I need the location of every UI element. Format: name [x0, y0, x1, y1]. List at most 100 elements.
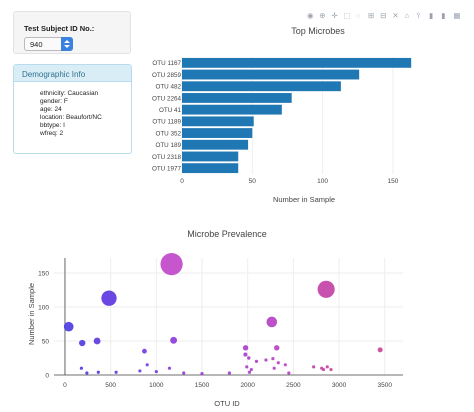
bubble-point[interactable] [242, 345, 249, 351]
reset-axes-icon[interactable]: ⌂ [404, 11, 410, 20]
bar-category-label: OTU 2318 [152, 154, 182, 161]
subject-selector-panel: Test Subject ID No.: 940 [13, 11, 131, 54]
bubble-xtick-label: 2500 [286, 382, 301, 389]
bubble-point[interactable] [142, 348, 147, 354]
bar[interactable] [182, 104, 282, 115]
hover-compare-icon[interactable]: ▮ [441, 11, 446, 20]
bar-category-label: OTU 189 [155, 142, 181, 149]
plotly-logo-icon[interactable]: ▦ [453, 11, 461, 20]
bubble-point[interactable] [243, 352, 248, 357]
bar-xtick-label: 150 [387, 178, 398, 185]
autoscale-icon[interactable]: ✕ [392, 11, 399, 20]
lasso-icon[interactable]: ◌ [355, 11, 361, 20]
bubble-point[interactable] [377, 347, 383, 353]
bubble-point[interactable] [200, 372, 204, 376]
bubble-point[interactable] [266, 316, 278, 328]
bar[interactable] [182, 69, 360, 80]
bar-xtick-label: 50 [249, 178, 257, 185]
subject-id-select[interactable]: 940 [24, 37, 73, 51]
bar-chart-xlabel: Number in Sample [273, 195, 335, 204]
bubble-point[interactable] [182, 371, 186, 375]
bubble-ytick-label: 150 [38, 270, 49, 277]
bubble-point[interactable] [249, 367, 253, 372]
microbe-prevalence-chart: Microbe Prevalence 0 500 1000 1500 2000 2500 3… [27, 229, 403, 408]
box-select-icon[interactable]: ⬚ [343, 11, 351, 20]
bubble-point[interactable] [283, 363, 287, 367]
zoom-icon[interactable]: ⊕ [319, 11, 326, 20]
bar[interactable] [182, 128, 253, 138]
bubble-point[interactable] [63, 321, 74, 332]
bubble-xtick-label: 0 [63, 382, 67, 389]
bubble-point[interactable] [317, 280, 335, 298]
bubble-xtick-label: 3000 [332, 382, 347, 389]
bar-category-label: OTU 1977 [152, 165, 182, 172]
bubble-point[interactable] [170, 336, 178, 344]
bar-category-label: OTU 1189 [152, 119, 181, 126]
zoom-in-icon[interactable]: ⊞ [368, 11, 375, 20]
plus-icon[interactable]: ✛ [331, 11, 338, 20]
bubble-chart-title: Microbe Prevalence [187, 229, 267, 239]
bubble-point[interactable] [271, 357, 275, 361]
spike-lines-icon[interactable]: ⫯ [416, 11, 421, 20]
bubble-point[interactable] [145, 363, 149, 367]
bubble-ytick-label: 50 [42, 338, 50, 345]
bar[interactable] [182, 116, 254, 127]
bubble-point[interactable] [321, 367, 326, 372]
bar-xtick-label: 100 [317, 178, 328, 185]
subject-id-value: 940 [30, 40, 43, 49]
demographic-item: location: Beaufort/NC [40, 114, 102, 121]
bar-category-label: OTU 2264 [152, 95, 182, 102]
bubble-point[interactable] [264, 358, 268, 362]
bar-category-label: OTU 482 [155, 84, 181, 91]
bubble-point[interactable] [79, 366, 84, 370]
select-arrows-icon[interactable] [61, 37, 73, 51]
bubble-point[interactable] [325, 365, 329, 369]
bar-category-label: OTU 352 [155, 130, 181, 137]
bubble-point[interactable] [85, 371, 89, 375]
camera-icon[interactable]: ◉ [307, 11, 314, 20]
demographic-item: age: 24 [40, 106, 62, 113]
bar[interactable] [182, 163, 239, 174]
bar-category-label: OTU 41 [159, 107, 182, 114]
bar[interactable] [182, 151, 239, 162]
bar-category-label: OTU 1167 [152, 60, 181, 67]
top-microbes-chart: Top Microbes OTU 1167 OTU 2859 OTU 482 OTU … [152, 26, 412, 204]
bubble-point[interactable] [274, 345, 280, 351]
zoom-out-icon[interactable]: ⊟ [380, 11, 387, 20]
bar[interactable] [182, 93, 292, 103]
bubble-point[interactable] [227, 371, 232, 375]
bubble-point[interactable] [312, 365, 316, 369]
bubble-point[interactable] [247, 370, 252, 374]
bubble-point[interactable] [154, 369, 158, 374]
chart-modebar: ◉ ⊕ ✛ ⬚ ◌ ⊞ ⊟ ✕ ⌂ ⫯ ▮ ▮ ▦ [307, 11, 467, 21]
bubble-point[interactable] [276, 361, 280, 365]
bubble-point[interactable] [247, 356, 251, 360]
bar-category-label: OTU 2859 [152, 72, 182, 79]
bar-xtick-label: 0 [180, 178, 184, 185]
bubble-chart-xlabel: OTU ID [214, 399, 240, 408]
bar[interactable] [182, 139, 249, 150]
bubble-point[interactable] [287, 371, 291, 375]
bubble-point[interactable] [254, 359, 259, 363]
demographic-item: gender: F [40, 98, 68, 105]
demographic-list: ethnicity: Caucasian gender: F age: 24 l… [40, 90, 102, 138]
bubble-xtick-label: 500 [105, 382, 116, 389]
bubble-point[interactable] [114, 370, 118, 374]
bubble-point[interactable] [272, 366, 276, 370]
bubble-point[interactable] [138, 369, 142, 373]
hover-closest-icon[interactable]: ▮ [429, 11, 434, 20]
bubble-point[interactable] [160, 253, 183, 276]
bubble-point[interactable] [79, 339, 86, 347]
bubble-point[interactable] [167, 366, 172, 370]
bar-chart-title: Top Microbes [291, 26, 345, 36]
bubble-ytick-label: 0 [45, 372, 49, 379]
bubble-point[interactable] [101, 290, 117, 306]
demographic-heading: Demographic Info [14, 65, 131, 82]
bar[interactable] [182, 81, 341, 92]
bubble-point[interactable] [93, 337, 101, 345]
bubble-point[interactable] [245, 365, 249, 369]
bubble-xtick-label: 1000 [149, 382, 164, 389]
bar[interactable] [182, 57, 412, 68]
bubble-point[interactable] [96, 370, 100, 374]
bubble-point[interactable] [329, 367, 333, 372]
